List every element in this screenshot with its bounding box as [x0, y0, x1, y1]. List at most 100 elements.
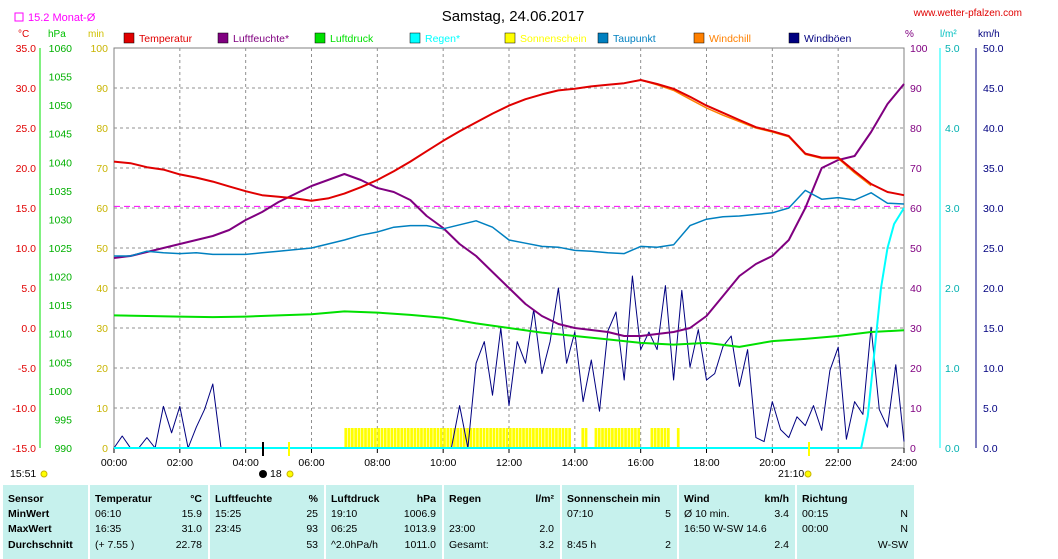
sunshine-bar-59 — [538, 428, 542, 448]
humidity_pct-tick-6: 40 — [910, 283, 922, 295]
legend-swatch-4 — [504, 32, 516, 44]
sunshine-bar-54 — [522, 428, 525, 448]
pressure_hpa-tick-2: 1050 — [49, 100, 73, 112]
humidity_pct-tick-9: 10 — [910, 403, 922, 415]
sunrise-label: 15:51 — [10, 468, 36, 480]
table-cell: 2.0 — [539, 523, 554, 535]
sunshine-bar-42 — [482, 428, 486, 448]
grid — [113, 47, 905, 449]
sunshine-bar-22 — [416, 428, 420, 448]
sunshine-bar-15 — [393, 428, 397, 448]
temp_c-tick-5: 10.0 — [16, 243, 37, 255]
legend-swatch-3 — [409, 32, 421, 44]
legend-label-3: Regen* — [425, 33, 460, 45]
sun_min-tick-4: 60 — [96, 203, 108, 215]
unit-pct: % — [905, 29, 914, 40]
table-cell: Ø 10 min. — [684, 508, 730, 520]
x-tick-9: 18:00 — [693, 457, 719, 469]
sunshine-bar-66 — [561, 428, 565, 448]
sunshine-bar-44 — [489, 428, 492, 448]
table-cell: 93 — [306, 523, 318, 535]
sunshine-bar-3 — [354, 428, 357, 448]
website-label: www.wetter-pfalzen.com — [913, 8, 1022, 19]
table-cell: N — [900, 508, 908, 520]
temp_c-tick-9: -10.0 — [12, 403, 36, 415]
series-line-6 — [113, 275, 905, 449]
legend-swatch-7 — [788, 32, 800, 44]
sunshine-bar-77 — [614, 428, 618, 448]
sunshine-bar-89 — [663, 428, 667, 448]
series-line-2 — [113, 310, 905, 348]
table-cell: % — [308, 493, 318, 505]
x-tick-5: 10:00 — [430, 457, 456, 469]
sunshine-bar-91 — [676, 428, 680, 448]
sunshine-bar-73 — [601, 428, 604, 448]
sunshine-bar-68 — [568, 428, 571, 448]
temp_c-tick-4: 15.0 — [16, 203, 37, 215]
table-cell: 16:35 — [95, 523, 122, 535]
humidity_pct-tick-7: 30 — [910, 323, 922, 335]
temp_c-tick-6: 5.0 — [21, 283, 36, 295]
sunshine-bar-55 — [525, 428, 529, 448]
sunshine-bar-74 — [604, 428, 608, 448]
sunshine-bar-52 — [515, 428, 519, 448]
table-cell: 16:50 W-SW 14.6 — [684, 523, 767, 535]
temp_c-tick-10: -15.0 — [12, 443, 36, 455]
sunshine-bar-13 — [387, 428, 390, 448]
sunshine-bar-33 — [453, 428, 456, 448]
pressure_hpa-tick-3: 1045 — [49, 129, 73, 141]
sun_min-tick-3: 70 — [96, 163, 108, 175]
rain_lm2-tick-1: 4.0 — [945, 123, 960, 135]
table-cell: 06:10 — [95, 508, 122, 520]
sunshine-bar-51 — [512, 428, 515, 448]
temp_c-tick-2: 25.0 — [16, 123, 37, 135]
rain_lm2-tick-5: 0.0 — [945, 443, 960, 455]
sunshine-bar-19 — [406, 428, 410, 448]
sunshine-bar-7 — [367, 428, 371, 448]
humidity_pct-tick-8: 20 — [910, 363, 922, 375]
table-column-5: Sonnenschein min 07:10 5 8:45 h 2 — [562, 485, 677, 559]
wind_kmh-tick-10: 0.0 — [983, 443, 998, 455]
sunshine-bar-71 — [594, 428, 598, 448]
table-cell: MaxWert — [8, 523, 52, 535]
table-cell: N — [900, 523, 908, 535]
wind_kmh-tick-2: 40.0 — [983, 123, 1004, 135]
monat-label: 15.2 Monat-Ø — [28, 12, 96, 24]
table-cell: Luftdruck — [331, 493, 380, 505]
sunshine-bar-70 — [584, 428, 588, 448]
series-line-1 — [113, 83, 905, 337]
pressure_hpa-tick-0: 1060 — [49, 43, 73, 55]
sunshine-bar-81 — [627, 428, 631, 448]
table-cell: 53 — [306, 539, 318, 551]
sunshine-bar-9 — [374, 428, 377, 448]
table-cell: 1006.9 — [403, 508, 436, 520]
sunshine-bar-76 — [611, 428, 614, 448]
sunshine-bar-60 — [541, 428, 545, 448]
humidity_pct-tick-5: 50 — [910, 243, 922, 255]
pressure_hpa-tick-1: 1055 — [49, 72, 73, 84]
table-cell: Regen — [449, 493, 482, 505]
sunshine-bar-84 — [637, 428, 641, 448]
sunshine-bar-38 — [469, 428, 473, 448]
pressure_hpa-tick-5: 1035 — [49, 186, 73, 198]
sunshine-bar-53 — [518, 428, 522, 448]
sunshine-bar-86 — [653, 428, 657, 448]
sunshine-bar-87 — [657, 428, 660, 448]
rain_lm2-tick-3: 2.0 — [945, 283, 960, 295]
humidity_pct-tick-0: 100 — [910, 43, 928, 55]
wind_kmh-tick-4: 30.0 — [983, 203, 1004, 215]
sunshine-bar-85 — [650, 428, 654, 448]
sun_min-tick-5: 50 — [96, 243, 108, 255]
table-cell: Temperatur — [95, 493, 152, 505]
sunshine-bar-61 — [545, 428, 548, 448]
pressure_hpa-tick-13: 995 — [54, 414, 72, 426]
sunshine-bar-6 — [364, 428, 367, 448]
sun_min-tick-2: 80 — [96, 123, 108, 135]
wind_kmh-tick-9: 5.0 — [983, 403, 998, 415]
table-cell: l/m² — [535, 493, 554, 505]
unit-rain: l/m² — [940, 29, 957, 40]
temp_c-tick-3: 20.0 — [16, 163, 37, 175]
pressure_hpa-tick-11: 1005 — [49, 357, 73, 369]
sun_min-tick-9: 10 — [96, 403, 108, 415]
pressure_hpa-tick-9: 1015 — [49, 300, 73, 312]
